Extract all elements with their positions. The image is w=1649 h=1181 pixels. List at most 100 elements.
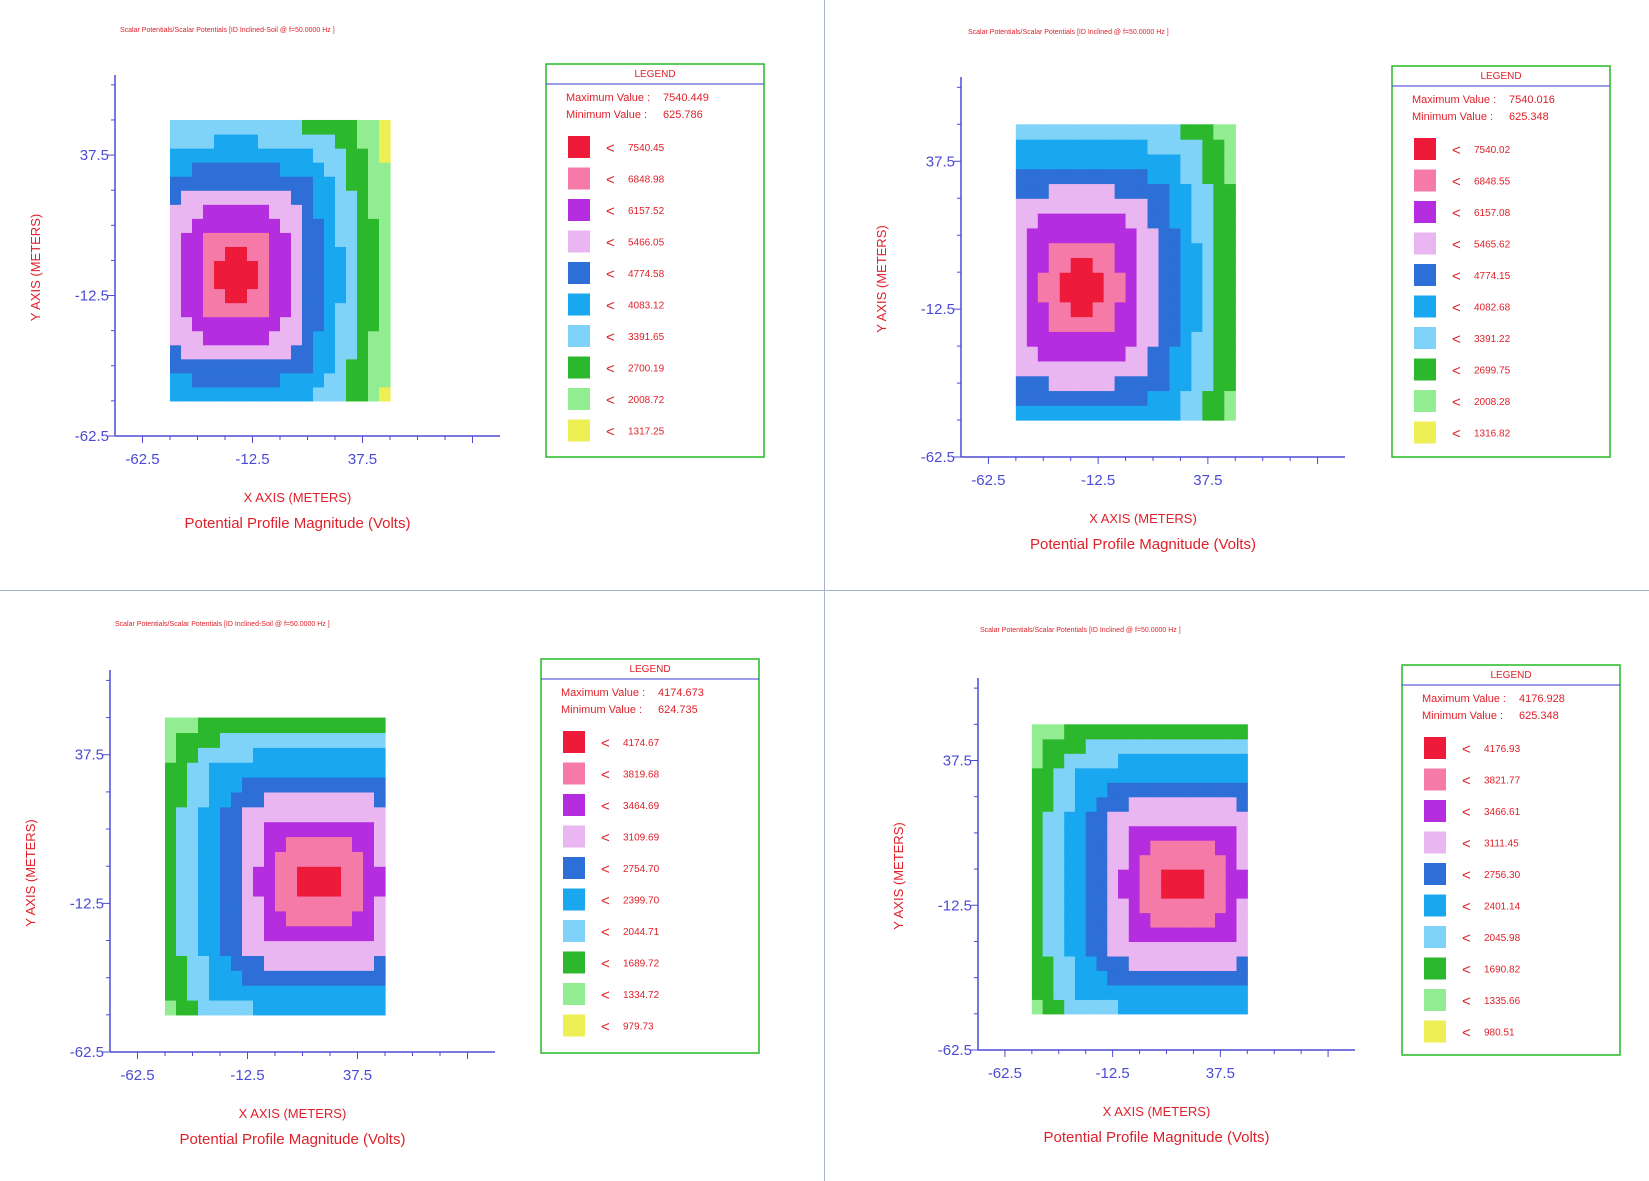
heatmap-cell xyxy=(368,204,380,219)
heatmap-cell xyxy=(231,717,243,734)
legend-level-value: 1334.72 xyxy=(623,990,660,1001)
heatmap-cell xyxy=(1085,883,1098,899)
heatmap-cell xyxy=(231,940,243,956)
heatmap-cell xyxy=(1224,405,1236,421)
heatmap-cell xyxy=(1150,883,1162,899)
heatmap-cell xyxy=(264,747,276,763)
heatmap-cell xyxy=(1191,390,1203,406)
heatmap-cell xyxy=(1169,124,1182,140)
legend-swatch xyxy=(568,419,590,442)
heatmap-cell xyxy=(1107,926,1119,943)
heatmap-cell xyxy=(1193,767,1205,783)
heatmap-cell xyxy=(225,190,237,205)
heatmap-cell xyxy=(1158,257,1171,273)
heatmap-cell xyxy=(379,133,391,149)
heatmap-cell xyxy=(1225,825,1238,841)
heatmap-cell xyxy=(1118,753,1130,769)
heatmap-cell xyxy=(1161,738,1173,754)
heatmap-cell xyxy=(313,316,325,332)
heatmap-cell xyxy=(330,895,342,912)
heatmap-cell xyxy=(1158,346,1171,362)
legend-level-value: 5466.05 xyxy=(628,238,665,249)
heatmap-cell xyxy=(170,232,182,247)
heatmap-cell xyxy=(1031,984,1044,1000)
heatmap-cell xyxy=(1053,926,1065,943)
heatmap-cell xyxy=(330,747,342,763)
heatmap-cell xyxy=(165,881,177,897)
heatmap-cell xyxy=(1037,405,1050,421)
heatmap-cell xyxy=(275,791,287,808)
heatmap-cell xyxy=(1031,811,1044,827)
heatmap-cell xyxy=(1026,331,1039,347)
heatmap-cell xyxy=(1053,796,1065,812)
heatmap-cell xyxy=(236,372,248,388)
heatmap-cell xyxy=(1213,139,1225,155)
heatmap-cell xyxy=(165,999,177,1016)
legend-swatch xyxy=(1414,390,1436,412)
heatmap-cell xyxy=(302,246,314,262)
heatmap-cell xyxy=(308,762,320,778)
heatmap-cell xyxy=(341,851,353,867)
legend-swatch xyxy=(1414,295,1436,318)
heatmap-cell xyxy=(1074,825,1087,841)
heatmap-cell xyxy=(302,232,314,247)
heatmap-cell xyxy=(363,866,375,882)
heatmap-cell xyxy=(275,806,287,823)
heatmap-cell xyxy=(1092,286,1105,303)
heatmap-cell xyxy=(236,232,248,247)
heatmap-cell xyxy=(225,232,237,247)
heatmap-cell xyxy=(165,732,177,748)
heatmap-cell xyxy=(352,821,364,838)
heatmap-cell xyxy=(341,732,353,748)
heatmap-cell xyxy=(253,970,265,986)
heatmap-cell xyxy=(1107,782,1119,798)
heatmap-cell xyxy=(1236,941,1248,957)
heatmap-cell xyxy=(313,260,325,276)
heatmap-cell xyxy=(236,330,248,346)
heatmap-cell xyxy=(1236,767,1248,783)
heatmap-cell xyxy=(330,940,342,956)
legend-swatch xyxy=(568,388,590,410)
heatmap-cell xyxy=(1139,883,1151,899)
heatmap-cell xyxy=(198,806,210,823)
heatmap-cell xyxy=(1139,898,1151,914)
heatmap-cell xyxy=(1081,198,1094,214)
heatmap-cell xyxy=(286,910,298,927)
heatmap-cell xyxy=(1204,738,1216,754)
heatmap-cell xyxy=(1042,796,1054,812)
heatmap-cell xyxy=(192,288,204,304)
heatmap-cell xyxy=(1081,375,1094,392)
heatmap-cell xyxy=(1202,242,1214,258)
heatmap-cell xyxy=(308,970,320,986)
heatmap-cell xyxy=(313,119,325,135)
heatmap-cell xyxy=(1048,301,1061,318)
heatmap-cell xyxy=(209,940,221,956)
heatmap-cell xyxy=(352,999,364,1016)
heatmap-cell xyxy=(1053,999,1065,1015)
heatmap-cell xyxy=(1026,183,1039,199)
heatmap-cell xyxy=(1070,124,1083,140)
heatmap-cell xyxy=(1225,724,1238,740)
heatmap-cell xyxy=(176,895,188,912)
heatmap-cell xyxy=(280,274,292,290)
heatmap-cell xyxy=(170,260,182,276)
heatmap-cell xyxy=(330,836,342,852)
heatmap-cell xyxy=(341,836,353,852)
heatmap-cell xyxy=(181,232,193,247)
heatmap-cell xyxy=(1225,738,1238,754)
heatmap-cell xyxy=(1202,331,1214,347)
heatmap-cell xyxy=(1053,782,1065,798)
heatmap-cell xyxy=(1074,869,1087,885)
heatmap-cell xyxy=(319,910,331,927)
heatmap-cell xyxy=(1031,753,1044,769)
heatmap-cell xyxy=(198,821,210,838)
heatmap-cell xyxy=(1147,405,1160,421)
heatmap-cell xyxy=(1150,782,1162,798)
heatmap-cell xyxy=(1125,331,1138,347)
heatmap-cell xyxy=(1136,227,1149,244)
heatmap-cell xyxy=(1225,753,1238,769)
heatmap-cell xyxy=(379,260,391,276)
heatmap-cell xyxy=(1048,139,1061,155)
heatmap-cell xyxy=(214,218,226,233)
